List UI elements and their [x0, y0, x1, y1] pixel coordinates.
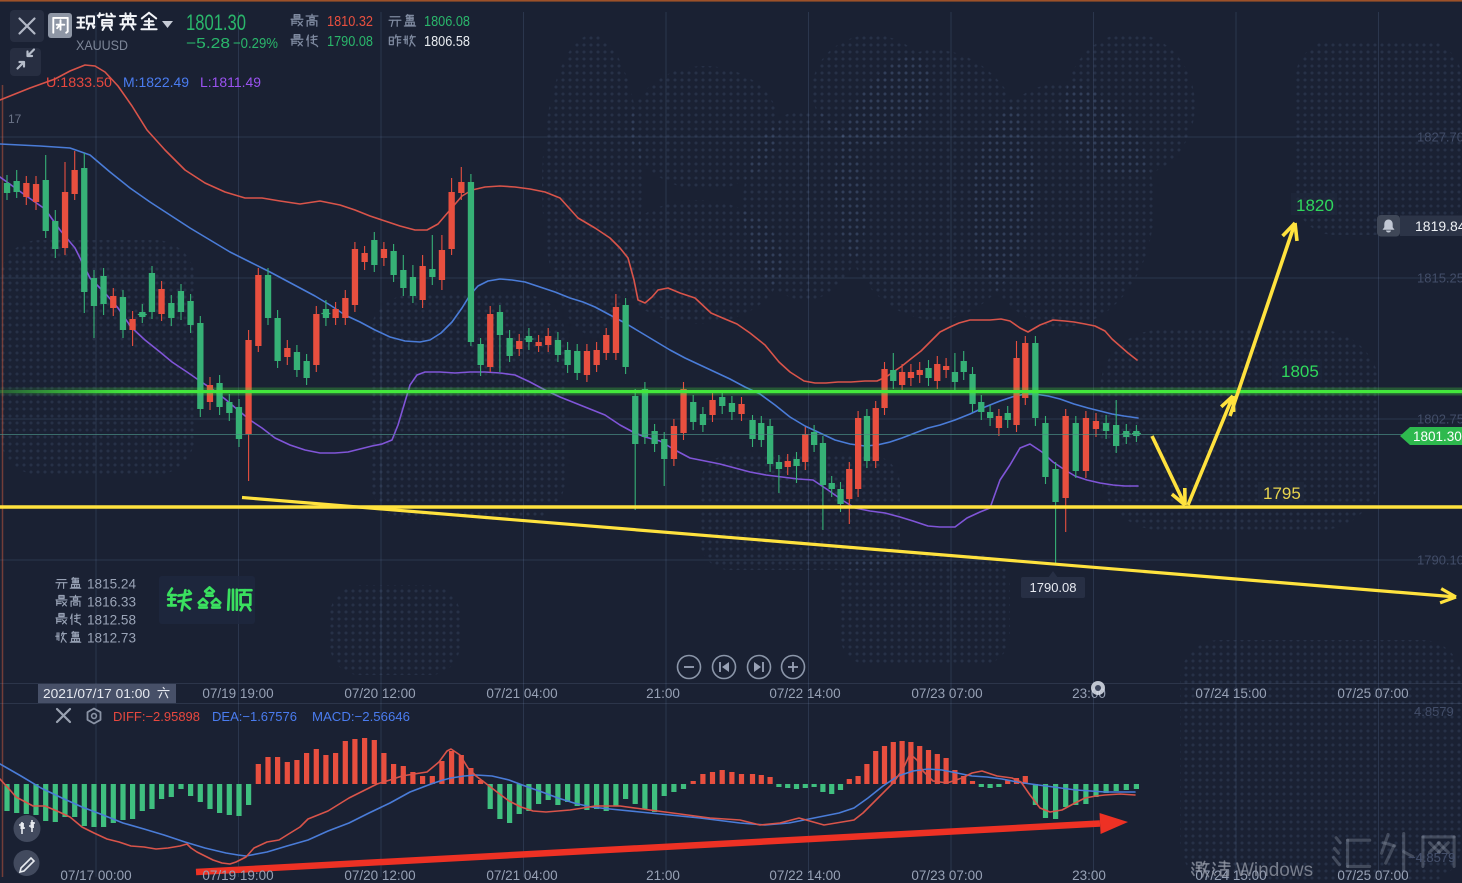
svg-text:07/22 14:00: 07/22 14:00 [769, 686, 840, 701]
svg-text:Windows: Windows [1236, 860, 1313, 881]
svg-text:07/24 15:00: 07/24 15:00 [1195, 686, 1266, 701]
svg-text:1812.58: 1812.58 [87, 613, 136, 628]
svg-text:1810.32: 1810.32 [327, 14, 373, 30]
svg-text:L:1811.49: L:1811.49 [200, 75, 261, 90]
svg-text:1790.08: 1790.08 [327, 34, 373, 50]
svg-text:MACD:−2.56646: MACD:−2.56646 [312, 709, 410, 724]
svg-text:21:00: 21:00 [646, 686, 680, 701]
svg-text:−0.29%: −0.29% [233, 35, 278, 52]
svg-text:XAUUSD: XAUUSD [76, 37, 128, 53]
svg-text:07/21 04:00: 07/21 04:00 [486, 868, 557, 883]
svg-text:07/20 12:00: 07/20 12:00 [344, 686, 415, 701]
svg-text:U:1833.50: U:1833.50 [46, 75, 112, 90]
svg-text:4.8579: 4.8579 [1414, 704, 1454, 719]
svg-text:07/17 00:00: 07/17 00:00 [60, 868, 131, 883]
svg-text:23:00: 23:00 [1072, 868, 1106, 883]
svg-text:1802.75: 1802.75 [1417, 412, 1462, 427]
svg-text:1816.33: 1816.33 [87, 595, 136, 610]
svg-text:DIFF:−2.95898: DIFF:−2.95898 [113, 709, 200, 724]
svg-text:−4.8579: −4.8579 [1408, 850, 1455, 865]
svg-text:07/22 14:00: 07/22 14:00 [769, 868, 840, 883]
svg-text:−4.8579: −4.8579 [1408, 850, 1455, 865]
svg-text:1806.58: 1806.58 [424, 34, 470, 50]
svg-text:−5.28: −5.28 [186, 35, 230, 52]
svg-text:07/21 04:00: 07/21 04:00 [486, 686, 557, 701]
svg-text:1801.30: 1801.30 [186, 10, 246, 35]
svg-text:1815.24: 1815.24 [87, 577, 136, 592]
svg-text:07/19 19:00: 07/19 19:00 [202, 868, 273, 883]
svg-text:1815.25: 1815.25 [1417, 271, 1462, 286]
svg-text:1801.30: 1801.30 [1413, 429, 1462, 444]
svg-text:1820: 1820 [1296, 196, 1334, 215]
svg-text:07/23 07:00: 07/23 07:00 [911, 868, 982, 883]
svg-text:07/20 12:00: 07/20 12:00 [344, 868, 415, 883]
svg-text:1795: 1795 [1263, 484, 1301, 503]
svg-text:1812.73: 1812.73 [87, 631, 136, 646]
svg-text:DEA:−1.67576: DEA:−1.67576 [212, 709, 297, 724]
svg-text:1790.08: 1790.08 [1030, 580, 1077, 595]
svg-text:2021/07/17 01:00: 2021/07/17 01:00 [43, 686, 150, 701]
svg-text:07/19 19:00: 07/19 19:00 [202, 686, 273, 701]
svg-text:1805: 1805 [1281, 362, 1319, 381]
svg-text:1790.10: 1790.10 [1417, 553, 1462, 568]
svg-text:1827.70: 1827.70 [1417, 130, 1462, 145]
svg-text:21:00: 21:00 [646, 868, 680, 883]
svg-text:M:1822.49: M:1822.49 [123, 75, 189, 90]
svg-text:17: 17 [8, 112, 22, 126]
svg-text:1819.84: 1819.84 [1415, 218, 1462, 234]
svg-text:07/25 07:00: 07/25 07:00 [1337, 686, 1408, 701]
svg-text:1806.08: 1806.08 [424, 14, 470, 30]
svg-text:07/25 07:00: 07/25 07:00 [1337, 868, 1408, 883]
svg-text:07/23 07:00: 07/23 07:00 [911, 686, 982, 701]
